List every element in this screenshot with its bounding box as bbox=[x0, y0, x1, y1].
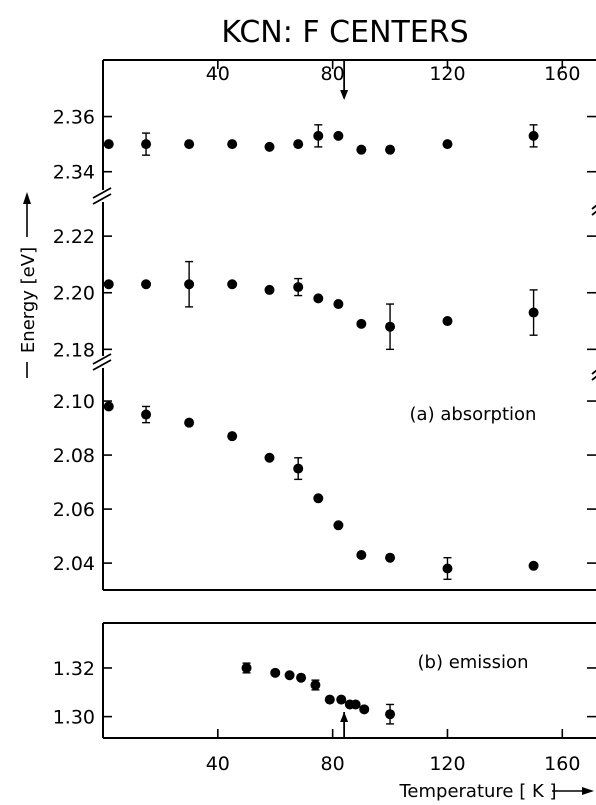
data-point bbox=[385, 144, 396, 155]
data-point bbox=[103, 279, 114, 290]
y-axis-arrow-head bbox=[23, 192, 31, 204]
x-tick-label: 40 bbox=[206, 753, 230, 775]
data-point bbox=[313, 493, 324, 504]
data-point bbox=[442, 139, 453, 150]
panel-absorption: 2.36 2.34 2.22 2.20 2.18 2.10 2.08 2.06 2.04 40 80… bbox=[53, 59, 596, 591]
y-tick-label: 2.08 bbox=[53, 445, 95, 467]
axis-break-mark-right bbox=[591, 369, 596, 375]
axis-break-mark bbox=[92, 353, 112, 365]
x-tick-label: 160 bbox=[544, 63, 580, 85]
y-axis-label: Energy [eV] bbox=[18, 247, 39, 353]
data-point bbox=[313, 130, 324, 141]
data-point bbox=[184, 139, 195, 150]
data-point bbox=[103, 401, 114, 412]
data-point bbox=[350, 699, 361, 710]
data-point bbox=[385, 709, 396, 720]
data-point bbox=[356, 549, 367, 560]
data-point bbox=[442, 316, 453, 327]
transition-arrow-head bbox=[340, 90, 349, 100]
data-point bbox=[293, 139, 304, 150]
y-tick-label: 2.10 bbox=[53, 391, 95, 413]
x-tick-label: 160 bbox=[544, 753, 580, 775]
data-point bbox=[356, 144, 367, 155]
data-point bbox=[103, 139, 114, 150]
y-tick-label: 2.04 bbox=[53, 553, 95, 575]
data-point bbox=[310, 680, 321, 690]
x-tick-label: 120 bbox=[429, 63, 465, 85]
axis-break-mark-right bbox=[591, 210, 596, 216]
y-tick-label: 2.06 bbox=[53, 499, 95, 521]
data-point bbox=[141, 409, 152, 420]
axis-break-gap bbox=[97, 356, 109, 368]
data-point bbox=[264, 284, 275, 295]
data-point bbox=[184, 279, 195, 290]
data-point bbox=[141, 279, 152, 290]
y-tick-label: 2.20 bbox=[53, 283, 95, 305]
x-tick-label: 80 bbox=[321, 753, 345, 775]
data-point bbox=[324, 694, 335, 705]
data-point bbox=[385, 321, 396, 332]
data-point bbox=[293, 463, 304, 474]
data-point bbox=[333, 299, 344, 310]
data-point bbox=[227, 431, 238, 442]
y-tick-label: 1.30 bbox=[53, 707, 95, 729]
transition-arrow-b-head bbox=[340, 712, 349, 722]
panel-emission: 1.32 1.30 (b) emission bbox=[53, 622, 596, 739]
data-point bbox=[141, 139, 152, 150]
axis-break-mark bbox=[92, 187, 112, 199]
data-point bbox=[313, 293, 324, 304]
x-axis-arrow-head bbox=[582, 787, 594, 795]
data-point bbox=[356, 318, 367, 329]
chart-title: KCN: F CENTERS bbox=[221, 15, 468, 50]
x-tick-label: 40 bbox=[206, 63, 230, 85]
data-point bbox=[264, 452, 275, 463]
axis-break-mark bbox=[92, 193, 112, 205]
data-point bbox=[528, 130, 539, 141]
data-point bbox=[333, 520, 344, 531]
panel-b-label: (b) emission bbox=[418, 652, 529, 673]
data-point bbox=[333, 130, 344, 141]
axis-break-mark-right bbox=[591, 375, 596, 381]
panel-a-label: (a) absorption bbox=[410, 404, 537, 425]
y-tick-label: 2.18 bbox=[53, 339, 95, 361]
axis-break-gap bbox=[97, 190, 109, 202]
data-point bbox=[241, 662, 252, 673]
data-point bbox=[184, 417, 195, 428]
data-point bbox=[293, 282, 304, 293]
data-point bbox=[528, 560, 539, 571]
data-point bbox=[296, 672, 307, 683]
data-point bbox=[284, 670, 295, 681]
data-point bbox=[442, 563, 453, 574]
x-axis-label: Temperature [ K ] bbox=[398, 781, 556, 802]
axis-break-mark bbox=[92, 359, 112, 371]
data-point bbox=[528, 307, 539, 318]
data-point bbox=[270, 667, 281, 678]
data-point bbox=[336, 694, 347, 705]
data-point bbox=[359, 704, 370, 715]
x-axis: 40 80 120 160 bbox=[23, 192, 594, 795]
y-tick-label: 1.32 bbox=[53, 658, 95, 680]
y-tick-label: 2.22 bbox=[53, 226, 95, 248]
data-point bbox=[227, 279, 238, 290]
x-tick-label: 80 bbox=[321, 63, 345, 85]
data-point bbox=[227, 139, 238, 150]
axis-break-mark-right bbox=[591, 204, 596, 210]
x-tick-label: 120 bbox=[429, 753, 465, 775]
data-point bbox=[264, 141, 275, 152]
y-tick-label: 2.36 bbox=[53, 107, 95, 129]
y-tick-label: 2.34 bbox=[53, 162, 95, 184]
data-point bbox=[385, 552, 396, 563]
